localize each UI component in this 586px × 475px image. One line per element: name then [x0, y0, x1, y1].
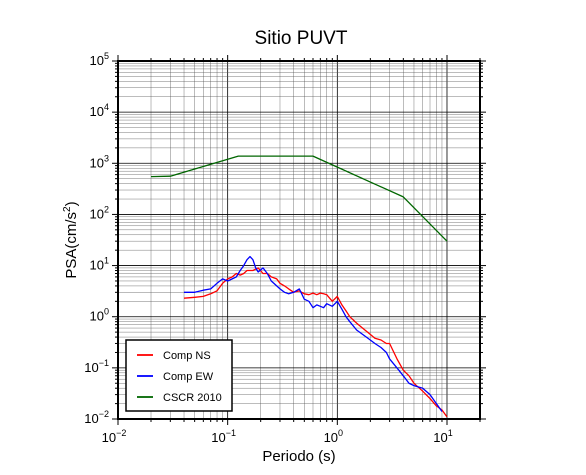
y-axis-label-close: ) [63, 201, 80, 206]
y-tick-label: 105 [90, 51, 109, 68]
x-tick-label: 10−2 [102, 428, 127, 445]
series-layer [150, 155, 448, 418]
series-line-2 [184, 255, 443, 412]
x-tick-label: 10−1 [211, 428, 236, 445]
legend-label: Comp EW [163, 371, 214, 383]
grid [117, 60, 481, 420]
x-tick-label: 100 [324, 428, 343, 445]
legend: Comp NS Comp EW CSCR 2010 [125, 339, 233, 412]
y-axis-label-superscript: 2 [62, 206, 73, 212]
y-tick-label: 104 [90, 102, 109, 119]
y-tick-label: 103 [90, 153, 109, 170]
tick-labels: 10−2 10−1 100 101 10−2 10−1 100 101 102 103 104 105 [84, 51, 452, 445]
y-tick-label: 102 [90, 204, 109, 221]
y-tick-label: 10−1 [84, 358, 109, 375]
x-axis-label: Periodo (s) [262, 448, 335, 465]
legend-label: Comp NS [163, 350, 211, 362]
tick-layer [112, 55, 486, 425]
y-axis-label-main: PSA(cm/s [63, 212, 80, 279]
legend-label: CSCR 2010 [163, 392, 222, 404]
x-tick-label: 101 [433, 428, 452, 445]
y-tick-label: 10−2 [84, 409, 109, 426]
y-axis-label: PSA(cm/s2) [62, 201, 80, 278]
chart-title: Sitio PUVT [255, 28, 348, 49]
y-tick-label: 100 [90, 307, 109, 324]
plot-frame [117, 60, 481, 420]
y-tick-label: 101 [90, 256, 109, 273]
series-line-3 [150, 155, 448, 242]
